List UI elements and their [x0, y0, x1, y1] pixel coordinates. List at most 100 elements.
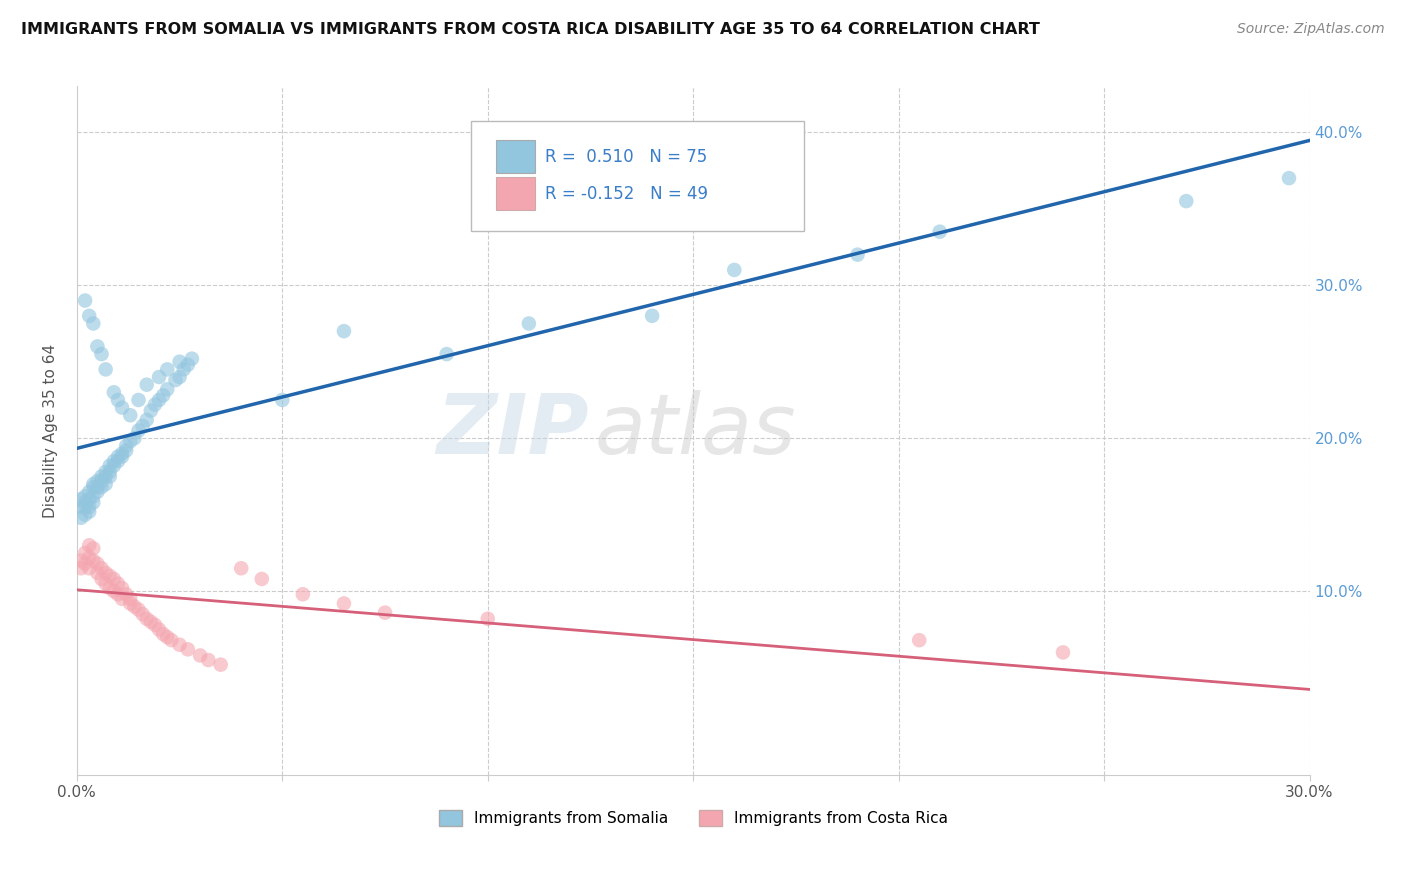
Point: [333, 324, 356, 338]
Point: [77, 538, 100, 552]
Point: [115, 439, 138, 453]
Point: [148, 623, 170, 637]
Point: [77, 309, 100, 323]
Point: [103, 584, 125, 599]
FancyBboxPatch shape: [496, 178, 536, 211]
Point: [82, 553, 104, 567]
Point: [128, 392, 150, 407]
Point: [98, 458, 121, 473]
Point: [291, 587, 314, 601]
Point: [135, 377, 157, 392]
Point: [111, 591, 134, 606]
Point: [75, 500, 97, 514]
Point: [98, 469, 121, 483]
Point: [107, 587, 129, 601]
Point: [90, 469, 112, 483]
Point: [98, 569, 121, 583]
Point: [98, 581, 121, 595]
Point: [82, 477, 104, 491]
Point: [75, 557, 97, 571]
Point: [111, 446, 134, 460]
Point: [103, 572, 125, 586]
Text: R = -0.152   N = 49: R = -0.152 N = 49: [546, 185, 709, 202]
Point: [197, 653, 219, 667]
Point: [436, 347, 458, 361]
Text: ZIP: ZIP: [436, 390, 589, 471]
Text: atlas: atlas: [595, 390, 796, 471]
Point: [82, 480, 104, 494]
Point: [928, 225, 950, 239]
Point: [152, 388, 174, 402]
Point: [1175, 194, 1198, 208]
Point: [90, 480, 112, 494]
Point: [77, 492, 100, 507]
Point: [160, 633, 183, 648]
Point: [103, 458, 125, 473]
Point: [120, 434, 142, 449]
Point: [231, 561, 253, 575]
Text: IMMIGRANTS FROM SOMALIA VS IMMIGRANTS FROM COSTA RICA DISABILITY AGE 35 TO 64 CO: IMMIGRANTS FROM SOMALIA VS IMMIGRANTS FR…: [21, 22, 1040, 37]
Point: [139, 615, 162, 629]
Point: [124, 599, 146, 614]
Point: [124, 431, 146, 445]
Point: [82, 489, 104, 503]
Point: [173, 362, 195, 376]
Point: [156, 362, 179, 376]
Point: [177, 642, 200, 657]
Point: [75, 489, 97, 503]
Point: [90, 347, 112, 361]
Point: [169, 370, 191, 384]
Point: [77, 505, 100, 519]
Point: [70, 553, 93, 567]
Point: [169, 355, 191, 369]
Point: [143, 398, 166, 412]
Point: [131, 419, 153, 434]
Point: [135, 612, 157, 626]
Point: [103, 454, 125, 468]
Point: [1278, 171, 1301, 186]
Point: [111, 581, 134, 595]
Point: [107, 576, 129, 591]
Point: [271, 392, 294, 407]
Point: [115, 443, 138, 458]
Point: [94, 465, 117, 479]
Point: [139, 403, 162, 417]
Point: [90, 474, 112, 488]
Point: [156, 630, 179, 644]
FancyBboxPatch shape: [471, 120, 804, 231]
Point: [94, 469, 117, 483]
Point: [111, 450, 134, 464]
Point: [517, 317, 540, 331]
Point: [94, 566, 117, 580]
Point: [120, 409, 142, 423]
Point: [107, 392, 129, 407]
Point: [156, 382, 179, 396]
Point: [250, 572, 273, 586]
Point: [333, 597, 356, 611]
Point: [77, 550, 100, 565]
Point: [103, 385, 125, 400]
Point: [477, 612, 499, 626]
Point: [82, 317, 104, 331]
Point: [82, 495, 104, 509]
Point: [165, 373, 187, 387]
Point: [75, 508, 97, 522]
Point: [86, 557, 108, 571]
Point: [86, 566, 108, 580]
Point: [120, 591, 142, 606]
Point: [86, 339, 108, 353]
Point: [169, 638, 191, 652]
Point: [90, 572, 112, 586]
Legend: Immigrants from Somalia, Immigrants from Costa Rica: Immigrants from Somalia, Immigrants from…: [433, 805, 953, 832]
Point: [846, 247, 869, 261]
Point: [188, 648, 211, 663]
Point: [98, 465, 121, 479]
Point: [94, 477, 117, 491]
Point: [723, 263, 745, 277]
Point: [148, 392, 170, 407]
Text: R =  0.510   N = 75: R = 0.510 N = 75: [546, 147, 707, 166]
Point: [128, 602, 150, 616]
Point: [86, 480, 108, 494]
Point: [374, 606, 396, 620]
Point: [152, 627, 174, 641]
